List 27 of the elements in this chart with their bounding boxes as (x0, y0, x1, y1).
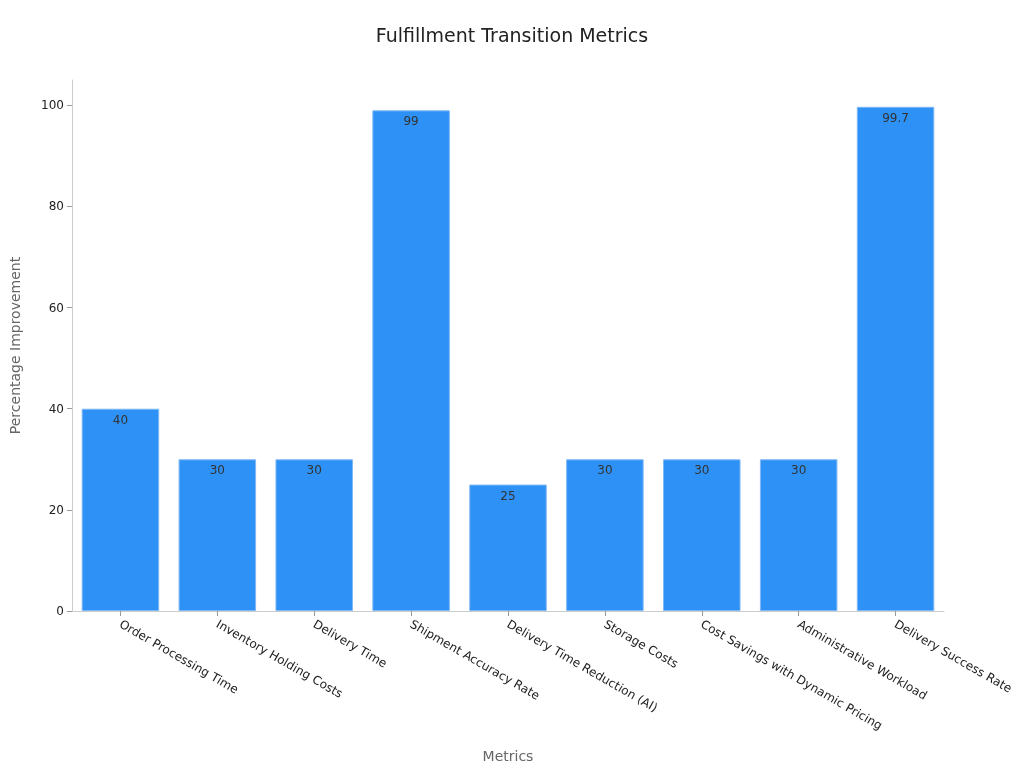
y-tick-label: 60 (48, 300, 64, 315)
data-label: 99 (403, 114, 419, 129)
data-label: 30 (694, 463, 710, 478)
bar (469, 484, 547, 611)
bar (372, 110, 450, 611)
bar (856, 106, 935, 611)
data-label: 30 (209, 463, 225, 478)
y-axis-title: Percentage Improvement (7, 256, 23, 435)
y-tick-label: 0 (56, 604, 64, 618)
bar (178, 459, 257, 611)
data-label: 30 (597, 463, 613, 478)
bar (275, 459, 353, 611)
data-label: 30 (791, 463, 807, 478)
data-label: 99.7 (882, 110, 909, 125)
data-label: 25 (500, 488, 516, 503)
y-tick-label: 40 (48, 401, 64, 416)
y-tick-label: 20 (48, 502, 64, 517)
bar (663, 459, 741, 611)
chart-title: Fulfillment Transition Metrics (375, 23, 649, 46)
x-axis-title: Metrics (482, 748, 534, 764)
data-label: 40 (112, 412, 129, 427)
bar (759, 459, 838, 611)
bar (566, 459, 644, 611)
data-label: 30 (306, 463, 322, 478)
y-tick-label: 100 (41, 98, 64, 113)
bar (81, 408, 160, 611)
y-tick-label: 80 (48, 199, 64, 214)
